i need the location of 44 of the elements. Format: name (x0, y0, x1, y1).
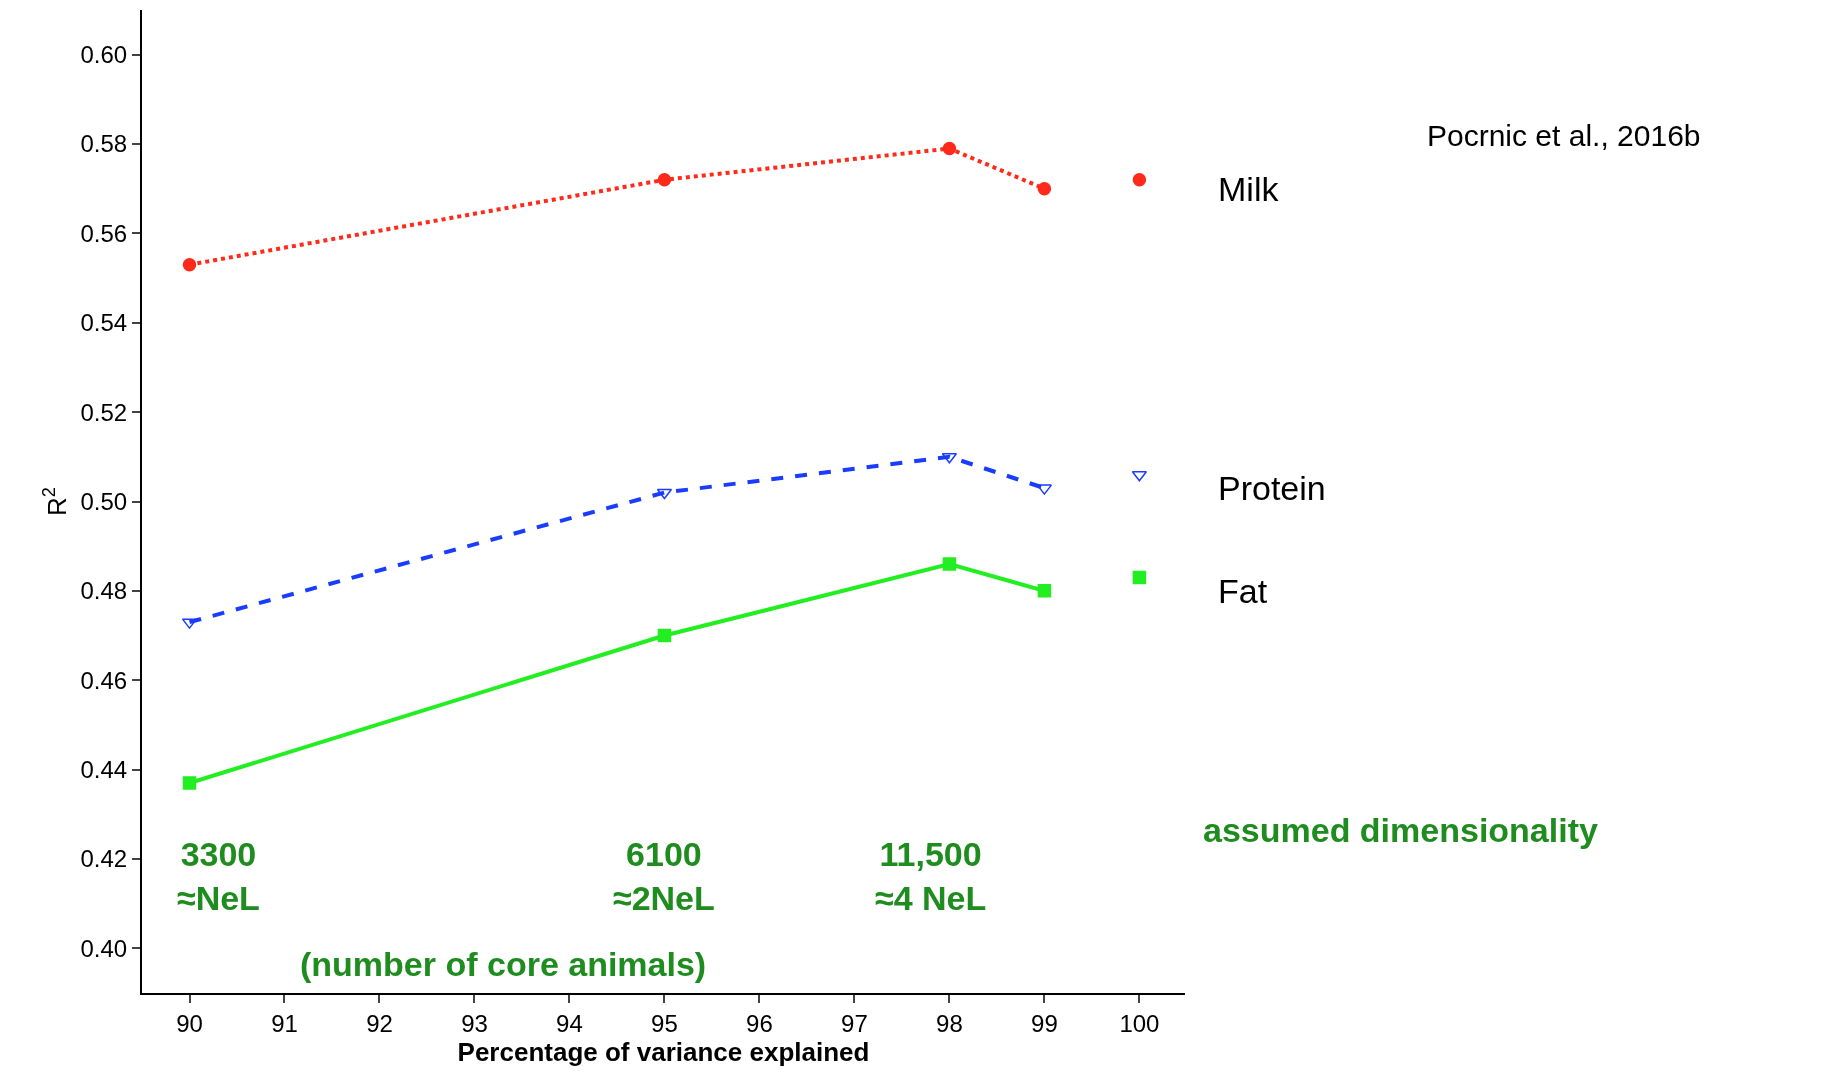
point (1132, 570, 1147, 585)
point (656, 488, 673, 500)
x-tick-label: 90 (176, 1009, 203, 1037)
x-tick-label: 99 (1031, 1009, 1058, 1037)
point (1132, 173, 1147, 187)
y-tick-label: 0.58 (80, 130, 128, 158)
y-tick-label: 0.56 (80, 219, 128, 247)
x-tick-label: 93 (461, 1009, 488, 1037)
y-tick-label: 0.46 (80, 666, 128, 694)
x-tick-label: 94 (556, 1009, 583, 1037)
point (657, 628, 672, 643)
point (182, 257, 197, 272)
annotation: 3300 ≈NeL (177, 835, 260, 918)
annotation: 11,500 ≈4 NeL (875, 835, 987, 918)
y-tick-label: 0.42 (80, 845, 128, 873)
annotation: 6100 ≈2NeL (613, 835, 715, 918)
point (657, 173, 672, 187)
x-axis-title: Percentage of variance explained (457, 1036, 870, 1067)
text: Protein (1218, 469, 1326, 507)
y-tick-label: 0.60 (80, 41, 128, 69)
point (942, 557, 957, 571)
point (942, 141, 957, 156)
y-tick-label: 0.50 (80, 487, 128, 515)
text: assumed dimensionality (1203, 811, 1598, 849)
y-tick-label: 0.48 (80, 577, 128, 605)
x-tick-label: 92 (366, 1009, 393, 1037)
text: Milk (1218, 170, 1280, 208)
point (1131, 470, 1148, 482)
x-tick-label: 98 (936, 1009, 963, 1037)
point (1037, 584, 1052, 598)
y-tick-label: 0.54 (80, 309, 128, 337)
text: Fat (1218, 572, 1268, 610)
x-tick-label: 96 (746, 1009, 773, 1037)
text: Pocrnic et al., 2016b (1427, 119, 1701, 152)
x-tick-label: 91 (271, 1009, 298, 1037)
x-tick-label: 100 (1119, 1009, 1160, 1037)
x-tick-label: 95 (651, 1009, 678, 1037)
annotation: (number of core animals) (300, 945, 707, 983)
y-tick-label: 0.52 (80, 398, 128, 426)
point (182, 776, 197, 790)
y-tick-label: 0.40 (80, 934, 128, 962)
x-tick-label: 97 (841, 1009, 868, 1037)
y-tick-label: 0.44 (80, 755, 128, 783)
point (1037, 181, 1052, 196)
